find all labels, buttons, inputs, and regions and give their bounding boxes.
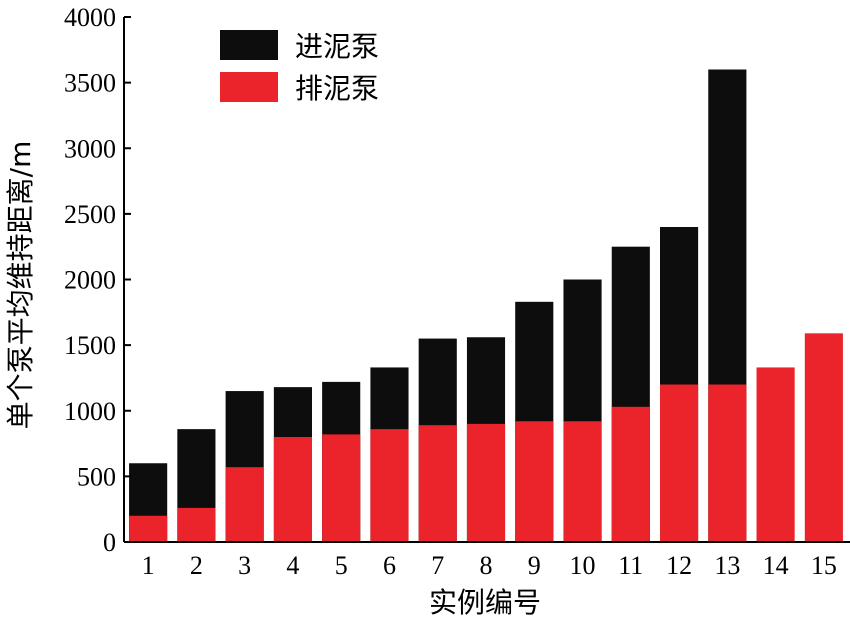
x-tick-label-6: 6	[383, 551, 396, 580]
legend: 进泥泵 排泥泵	[220, 30, 379, 105]
y-tick-label-1000: 1000	[64, 397, 116, 426]
bars-group	[129, 69, 843, 543]
x-tick-label-7: 7	[431, 551, 444, 580]
bar-series-1-cat-1	[129, 515, 168, 542]
y-tick-label-3500: 3500	[64, 69, 116, 98]
legend-swatch-series-1	[220, 72, 278, 102]
bar-series-1-cat-12	[660, 384, 699, 542]
bar-series-1-cat-9	[515, 421, 554, 542]
bar-series-1-cat-7	[418, 425, 457, 542]
y-tick-label-0: 0	[103, 528, 116, 557]
bar-series-1-cat-13	[708, 384, 747, 542]
x-axis-title: 实例编号	[429, 586, 541, 618]
x-tick-label-8: 8	[480, 551, 493, 580]
bar-series-1-cat-6	[370, 429, 409, 543]
bar-series-1-cat-8	[466, 423, 506, 543]
bar-series-1-cat-5	[322, 434, 361, 543]
x-tick-label-5: 5	[335, 551, 348, 580]
x-tick-label-13: 13	[714, 551, 740, 580]
x-tick-label-14: 14	[763, 551, 789, 580]
y-tick-label-2500: 2500	[64, 200, 116, 229]
x-tick-label-12: 12	[666, 551, 692, 580]
x-tick-label-9: 9	[528, 551, 541, 580]
x-tick-label-15: 15	[811, 551, 837, 580]
y-ticks-group: 0 500 1000 1500 2000 2500 3000 3500 4000	[64, 3, 131, 557]
y-tick-label-3000: 3000	[64, 134, 116, 163]
x-tick-label-2: 2	[190, 551, 203, 580]
y-tick-label-2000: 2000	[64, 266, 116, 295]
legend-label-series-0: 进泥泵	[295, 30, 379, 63]
bar-series-1-cat-2	[177, 507, 216, 543]
legend-label-series-1: 排泥泵	[295, 72, 379, 105]
y-tick-label-4000: 4000	[64, 3, 116, 32]
x-tick-label-10: 10	[570, 551, 596, 580]
x-ticks-group: 1 2 3 4 5 6 7 8 9 10 11 12 13 14 15	[142, 551, 837, 580]
y-tick-label-1500: 1500	[64, 331, 116, 360]
bar-series-1-cat-10	[563, 421, 602, 542]
x-tick-label-4: 4	[286, 551, 299, 580]
bar-series-1-cat-3	[225, 467, 264, 542]
legend-swatch-series-0	[220, 30, 278, 60]
y-tick-label-500: 500	[77, 462, 116, 491]
y-axis-title: 单个泵平均维持距离/m	[4, 141, 37, 430]
x-tick-label-3: 3	[238, 551, 251, 580]
x-tick-label-1: 1	[142, 551, 155, 580]
x-tick-label-11: 11	[618, 551, 643, 580]
bar-series-1-cat-15	[804, 333, 843, 542]
bar-series-1-cat-14	[756, 367, 795, 542]
bar-series-1-cat-11	[611, 406, 650, 542]
bar-series-1-cat-4	[273, 437, 312, 542]
